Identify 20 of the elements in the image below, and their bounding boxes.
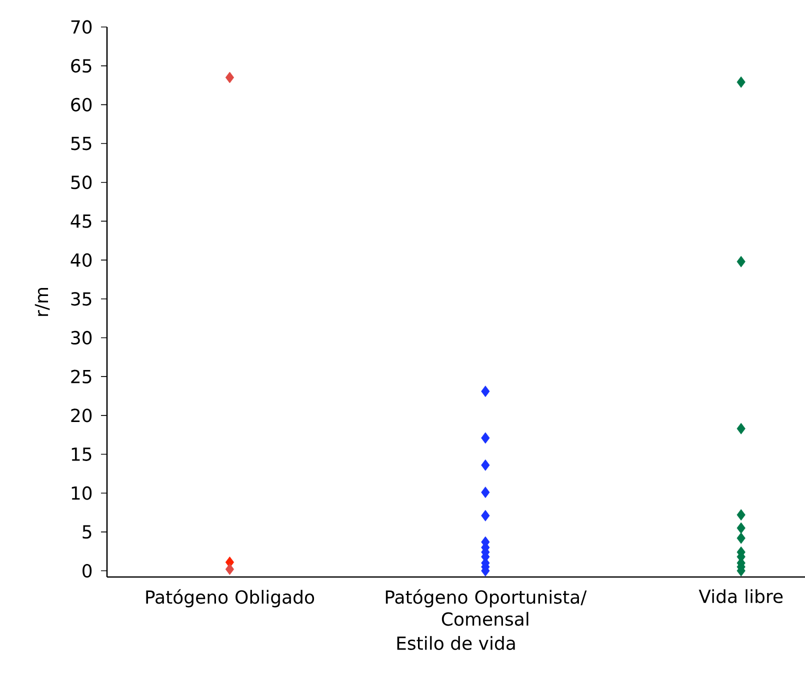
y-tick-label: 55: [71, 136, 92, 150]
y-tick-label: 50: [71, 176, 92, 190]
x-axis-title: Estilo de vida: [397, 636, 515, 650]
x-tick-label: Patógeno Oportunista/ Comensal: [386, 589, 587, 626]
y-tick-label: 25: [71, 370, 92, 384]
y-axis-title: r/m: [34, 288, 50, 316]
y-tick-label: 70: [71, 20, 92, 34]
y-tick-label: 35: [71, 292, 92, 306]
y-tick-label: 30: [71, 330, 92, 345]
y-tick-label: 45: [70, 214, 92, 228]
y-tick-label: 20: [71, 408, 92, 422]
x-tick-label: Vida libre: [698, 589, 783, 604]
y-tick-label: 15: [72, 448, 92, 461]
y-tick-label: 60: [71, 98, 92, 112]
x-tick-label: Patógeno Obligado: [146, 589, 314, 608]
y-tick-label: 65: [71, 59, 92, 73]
y-tick-label: 40: [70, 253, 92, 267]
y-tick-label: 10: [72, 486, 92, 500]
y-tick-label: 0: [82, 564, 92, 578]
y-tick-label: 5: [82, 525, 92, 539]
